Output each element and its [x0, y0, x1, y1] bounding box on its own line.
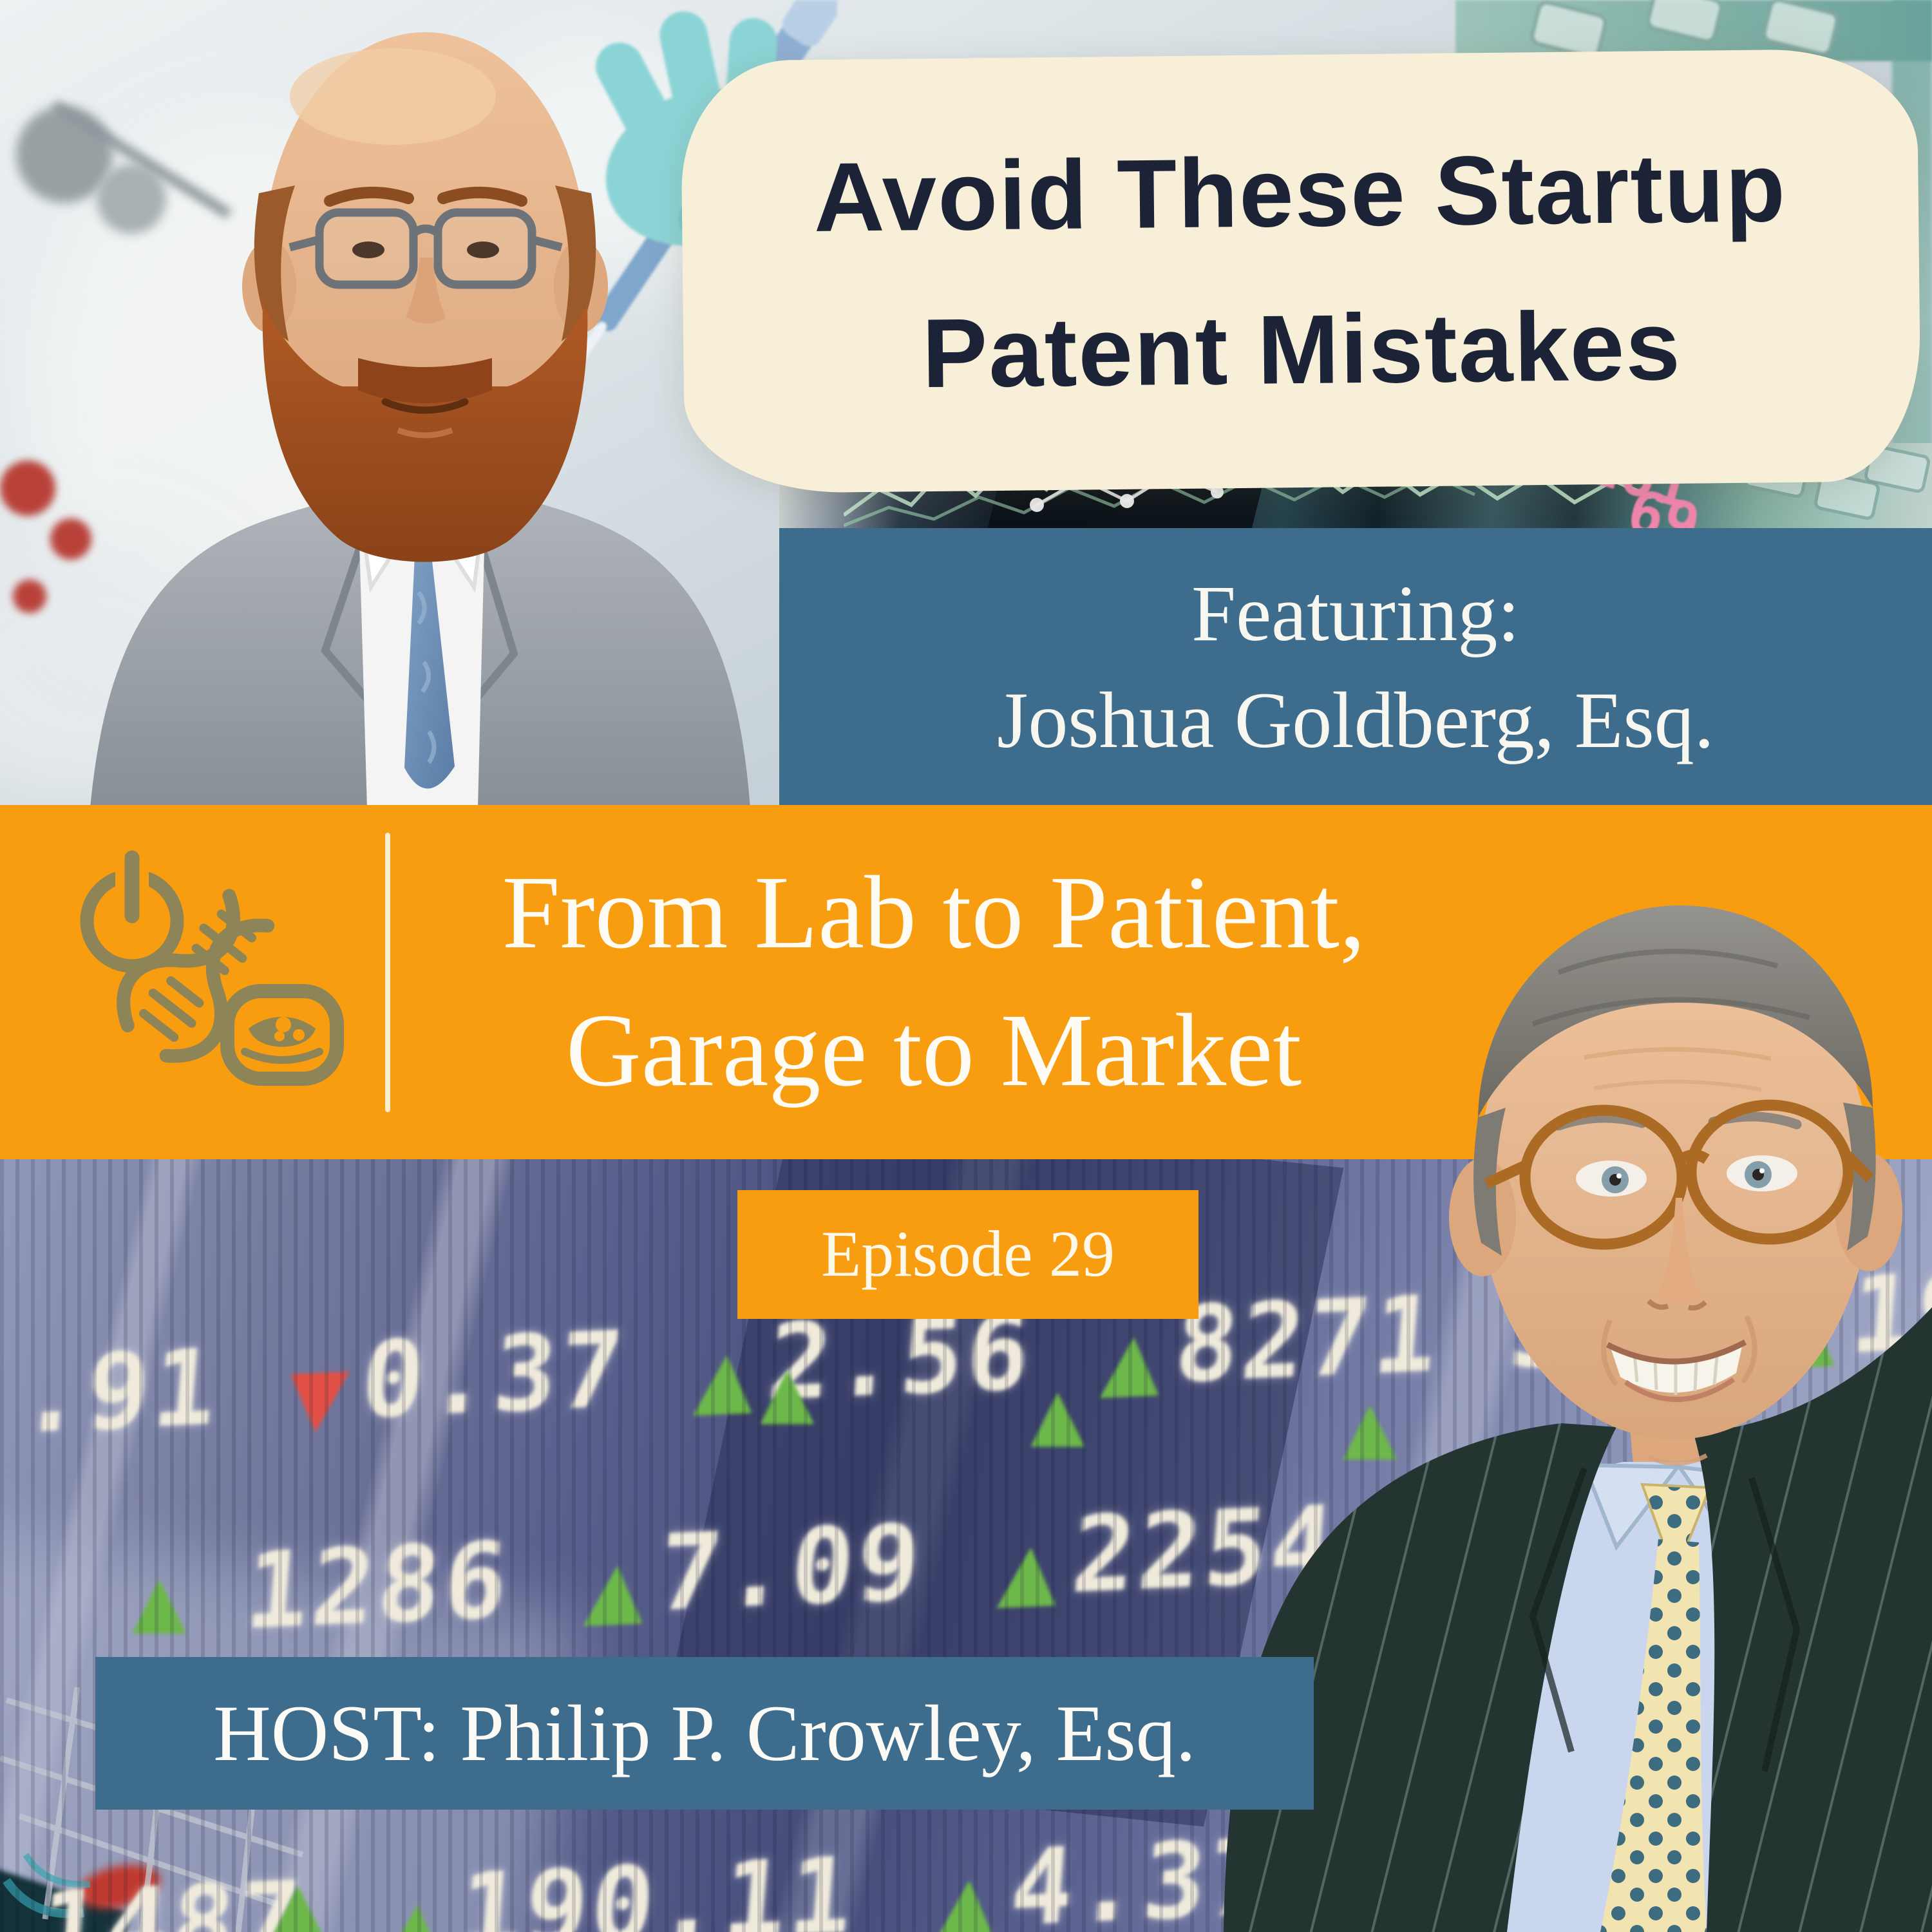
logo-divider-line [385, 833, 390, 1112]
featuring-banner: Featuring: Joshua Goldberg, Esq. [779, 528, 1932, 806]
eye [467, 242, 499, 258]
title-blob: Avoid These Startup Patent Mistakes [680, 48, 1922, 495]
series-title-line1: From Lab to Patient, [502, 855, 1366, 971]
power-icon [80, 850, 184, 973]
red-desk-object [73, 1858, 165, 1916]
side-hair [254, 185, 295, 341]
molecule-sphere [97, 164, 166, 234]
ticker-value: .91 [16, 1327, 224, 1457]
smile-crease [1601, 1319, 1619, 1387]
eye [352, 242, 384, 258]
molecule-red-sphere [0, 460, 55, 516]
ticker-segment: 1487 [34, 1859, 308, 1932]
ticker-value: 0.37 [357, 1309, 631, 1443]
shirt [1494, 1462, 1777, 1932]
featuring-guest-name: Joshua Goldberg, Esq. [997, 676, 1714, 764]
ticker-segment: .91 [16, 1327, 224, 1457]
episode-badge: Episode 29 [737, 1190, 1198, 1319]
host-banner: HOST: Philip P. Crowley, Esq. [95, 1657, 1314, 1810]
up-arrow-icon: ▲ [760, 1350, 815, 1432]
series-title: From Lab to Patient, Garage to Market [412, 805, 1455, 1159]
series-title-line2: Garage to Market [565, 993, 1302, 1108]
up-arrow-icon: ▲ [132, 1559, 187, 1642]
suit-jacket-left [1224, 1423, 1616, 1932]
side-hair [1843, 1103, 1876, 1251]
eyebrow [324, 186, 414, 207]
side-hair [555, 185, 596, 341]
nose [1658, 1198, 1700, 1306]
lapel-line [1529, 1467, 1587, 1753]
episode-title-line2: Patent Mistakes [921, 290, 1682, 409]
up-arrow-icon: ▲ [1030, 1372, 1085, 1455]
up-arrow-icon: ▲ [934, 1857, 1001, 1932]
ticker-segment: ▲ 7.09 [582, 1501, 928, 1636]
philip-crowley-portrait [1224, 905, 1932, 1932]
head [242, 32, 608, 562]
petri-dish-icon [220, 984, 344, 1086]
episode-badge-label: Episode 29 [820, 1218, 1115, 1291]
ticker-value: 1487 [34, 1859, 308, 1932]
nose [406, 258, 446, 324]
smile-crease [1740, 1315, 1757, 1384]
episode-title-line1: Avoid These Startup [813, 133, 1787, 252]
up-arrow-icon: ▲ [582, 1542, 649, 1636]
lapel-line [1748, 1477, 1801, 1772]
molecule-sphere [16, 106, 113, 203]
up-arrow-icon: ▲ [692, 1332, 759, 1425]
mustache [358, 358, 492, 403]
ticker-segment: ▲ 190.11 [382, 1835, 860, 1932]
tie [1600, 1482, 1712, 1932]
up-arrow-icon: ▲ [270, 1865, 325, 1932]
ticker-value: 7.09 [654, 1501, 928, 1635]
glasses-icon [1484, 1099, 1875, 1250]
ticker-segment: 1286 [241, 1519, 515, 1653]
ticker-segment: ▼ 0.37 [285, 1309, 631, 1443]
down-arrow-icon: ▼ [285, 1350, 352, 1443]
host-label: HOST: Philip P. Crowley, Esq. [213, 1689, 1196, 1777]
suit-jacket-right [1692, 1307, 1932, 1932]
podcast-logo [80, 850, 344, 1086]
forehead-line [1584, 1047, 1772, 1061]
hair [1478, 905, 1873, 1117]
lower-lip [397, 427, 453, 439]
molecule-red-sphere [13, 580, 46, 613]
ticker-value: 1286 [241, 1519, 515, 1653]
lower-lip [1624, 1377, 1736, 1402]
keyboard-key [1643, 0, 1726, 46]
dna-icon [117, 889, 275, 1063]
up-arrow-icon: ▲ [1099, 1314, 1166, 1408]
up-arrow-icon: ▲ [996, 1524, 1063, 1618]
eyebrow [437, 186, 527, 207]
chin-line [1647, 1453, 1708, 1466]
featuring-label: Featuring: [1191, 569, 1520, 658]
molecule-red-sphere [50, 518, 91, 560]
joshua-goldberg-portrait [90, 32, 750, 808]
ticker-value: 190.11 [454, 1835, 860, 1932]
mouth [381, 398, 469, 414]
forehead-line [1593, 1079, 1762, 1092]
desk-corner-shape [0, 1865, 133, 1932]
up-arrow-icon: ▲ [382, 1882, 450, 1932]
upper-lip [1605, 1340, 1747, 1365]
head [1449, 905, 1902, 1466]
